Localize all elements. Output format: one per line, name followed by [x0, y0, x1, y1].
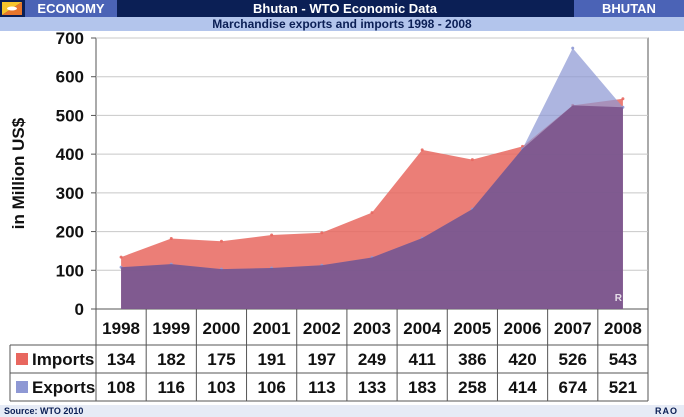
data-label-imports: 411 — [408, 350, 435, 369]
x-tick-label: 1998 — [102, 319, 140, 338]
legend-swatch-exports — [16, 381, 28, 393]
x-tick-label: 2002 — [303, 319, 341, 338]
footer-bar: Source: WTO 2010 RAO — [0, 405, 684, 417]
data-label-imports: 134 — [107, 350, 136, 369]
data-label-exports: 183 — [408, 378, 436, 397]
credit-label: RAO — [655, 406, 678, 416]
y-tick-label: 600 — [56, 68, 84, 87]
data-label-exports: 521 — [609, 378, 637, 397]
point-imports-2001 — [270, 233, 274, 237]
source-note: Source: WTO 2010 — [4, 406, 84, 416]
y-tick-label: 0 — [75, 300, 84, 319]
page-title: Bhutan - WTO Economic Data — [253, 1, 437, 16]
section-label: ECONOMY — [25, 0, 117, 17]
data-label-exports: 258 — [458, 378, 486, 397]
x-tick-label: 2003 — [353, 319, 391, 338]
x-tick-label: 2008 — [604, 319, 642, 338]
x-tick-label: 2001 — [253, 319, 291, 338]
point-imports-2004 — [420, 148, 424, 152]
bhutan-flag-icon — [2, 2, 22, 15]
x-tick-label: 2006 — [504, 319, 542, 338]
data-label-exports: 103 — [207, 378, 235, 397]
area-chart: 0 100 200 300 400 500 600 700 in Million US$ RAO 1… — [9, 29, 649, 402]
data-label-imports: 175 — [207, 350, 235, 369]
data-label-imports: 182 — [157, 350, 185, 369]
data-label-imports: 386 — [458, 350, 486, 369]
top-header-bar: ECONOMY Bhutan - WTO Economic Data BHUTA… — [0, 0, 684, 17]
y-tick-label: 400 — [56, 145, 84, 164]
x-tick-label: 2005 — [453, 319, 491, 338]
data-label-imports: 249 — [358, 350, 386, 369]
point-imports-2003 — [370, 211, 374, 215]
y-axis-label: in Million US$ — [9, 117, 28, 229]
data-label-imports: 526 — [559, 350, 587, 369]
data-label-exports: 674 — [559, 378, 588, 397]
point-imports-2002 — [320, 231, 324, 235]
point-imports-2000 — [219, 239, 223, 243]
data-label-exports: 133 — [358, 378, 386, 397]
data-label-imports: 543 — [609, 350, 637, 369]
data-label-imports: 191 — [257, 350, 285, 369]
data-label-exports: 116 — [158, 378, 185, 397]
point-exports-2007 — [571, 46, 575, 50]
x-tick-label: 2000 — [203, 319, 241, 338]
legend-swatch-imports — [16, 353, 28, 365]
data-label-exports: 106 — [257, 378, 285, 397]
point-imports-2005 — [470, 158, 474, 162]
data-label-exports: 414 — [508, 378, 537, 397]
chart-title-bar: Marchandise exports and imports 1998 - 2… — [0, 17, 684, 31]
y-tick-label: 200 — [56, 223, 84, 242]
chart-watermark: RAO — [615, 293, 640, 304]
x-tick-label: 2004 — [403, 319, 441, 338]
data-label-exports: 108 — [107, 378, 135, 397]
y-tick-label: 700 — [56, 29, 84, 48]
legend-label-exports: Exports — [32, 378, 95, 397]
data-label-imports: 420 — [508, 350, 536, 369]
country-label: BHUTAN — [574, 0, 684, 17]
point-imports-2006 — [521, 144, 525, 148]
data-label-exports: 113 — [308, 378, 335, 397]
y-tick-label: 500 — [56, 106, 84, 125]
point-imports-2008 — [621, 97, 625, 101]
y-tick-label: 100 — [56, 261, 84, 280]
data-label-imports: 197 — [308, 350, 336, 369]
point-imports-1999 — [169, 237, 173, 241]
x-tick-label: 1999 — [152, 319, 190, 338]
point-imports-1998 — [119, 255, 123, 259]
area-overlap — [121, 105, 623, 309]
y-tick-label: 300 — [56, 184, 84, 203]
x-tick-label: 2007 — [554, 319, 592, 338]
legend-label-imports: Imports — [32, 350, 94, 369]
chart-title: Marchandise exports and imports 1998 - 2… — [212, 17, 472, 31]
